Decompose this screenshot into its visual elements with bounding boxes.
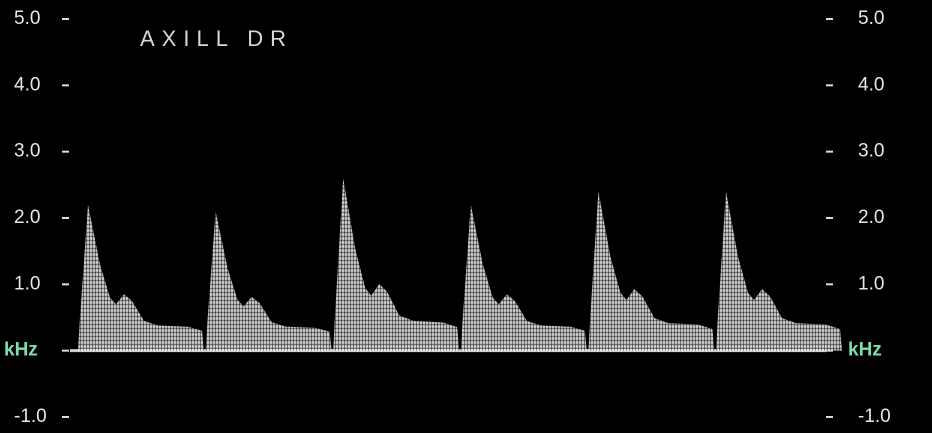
y-tick-label-right: 4.0 <box>858 74 884 95</box>
y-tick-label-left: 5.0 <box>14 8 40 29</box>
page: AXILL DR 5.0 5.0 4.0 4.0 3.0 3.0 2.0 2.0 1.0 1.0 k… <box>0 0 932 433</box>
y-tick-label-right: kHz <box>848 340 882 361</box>
waveform-beat <box>206 211 332 350</box>
doppler-display: AXILL DR 5.0 5.0 4.0 4.0 3.0 3.0 2.0 2.0 1.0 1.0 k… <box>0 0 932 433</box>
y-tick-label-right: 2.0 <box>858 207 884 228</box>
y-tick-label-right: 5.0 <box>858 8 884 29</box>
waveform-beat <box>716 191 842 350</box>
y-tick-label-left: 3.0 <box>14 141 40 162</box>
y-tick-label-left: 4.0 <box>14 74 40 95</box>
y-tick-label-left: -1.0 <box>14 406 47 427</box>
waveform-beat <box>333 178 459 350</box>
title: AXILL DR <box>140 26 293 51</box>
waveform-beat <box>588 191 714 350</box>
waveform-beat <box>78 205 204 351</box>
y-tick-label-left: 2.0 <box>14 207 40 228</box>
y-tick-label-left: kHz <box>4 340 38 361</box>
y-tick-label-right: 3.0 <box>858 141 884 162</box>
y-tick-label-right: 1.0 <box>858 273 884 294</box>
y-tick-label-left: 1.0 <box>14 273 40 294</box>
y-tick-label-right: -1.0 <box>858 406 891 427</box>
waveform-beat <box>461 205 587 351</box>
